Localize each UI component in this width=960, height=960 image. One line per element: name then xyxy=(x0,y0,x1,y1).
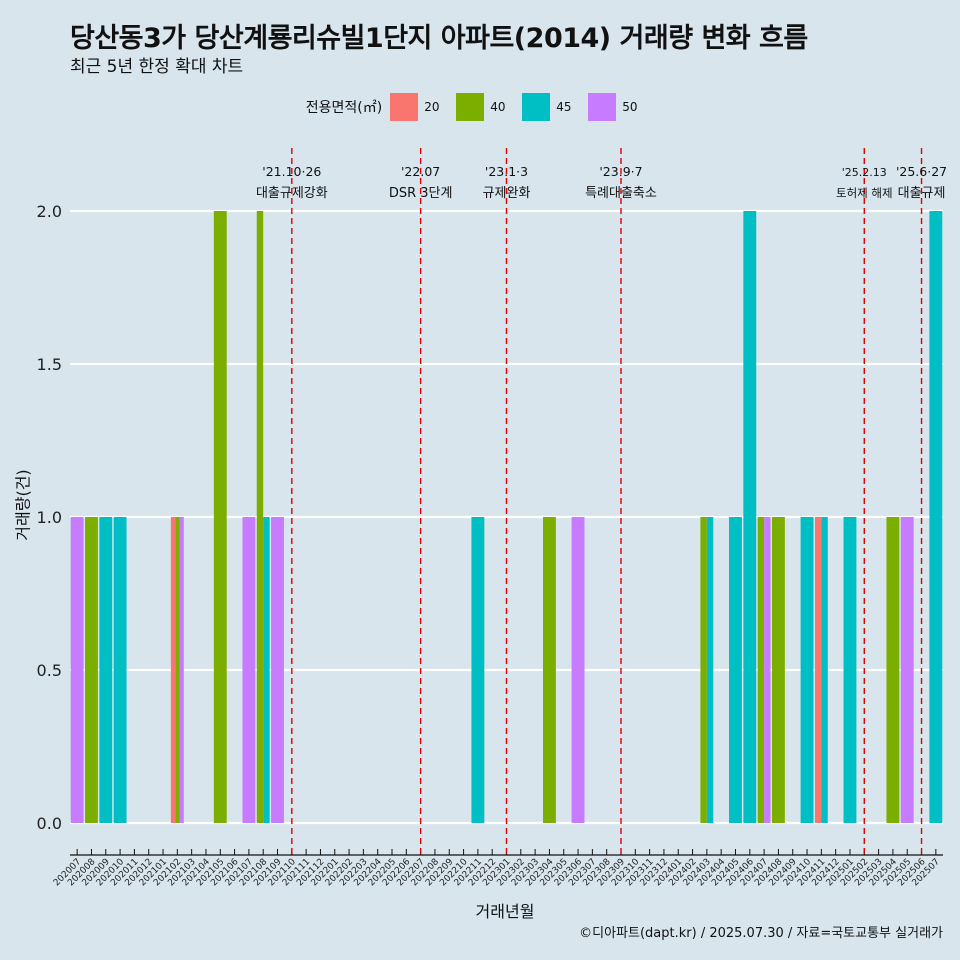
legend-item-50: 50 xyxy=(588,93,650,121)
annotation-label: 토허제 해제 xyxy=(836,186,893,200)
bar-45-202411 xyxy=(821,517,828,823)
bar-50-202007 xyxy=(70,517,84,823)
legend-swatch-20 xyxy=(390,93,419,121)
legend-swatch-40 xyxy=(456,93,485,121)
legend-item-20: 20 xyxy=(390,93,452,121)
bar-45-202410 xyxy=(800,517,814,823)
y-tick-label: 0.5 xyxy=(37,661,62,680)
bar-40-202408 xyxy=(771,517,785,823)
annotation-date: '21.10·26 xyxy=(262,164,321,179)
bar-45-202211 xyxy=(471,517,485,823)
legend-label-45: 45 xyxy=(556,100,572,114)
annotation-date: '25.2.13 xyxy=(842,166,887,179)
bar-45-202403 xyxy=(706,517,714,823)
y-tick-label: 1.5 xyxy=(37,355,62,374)
legend-swatch-45 xyxy=(522,93,551,121)
annotation-date: '23.9·7 xyxy=(599,164,642,179)
chart-title: 당산동3가 당산계룡리슈빌1단지 아파트(2014) 거래량 변화 흐름 xyxy=(70,23,808,54)
legend-swatch-50 xyxy=(588,93,617,121)
bar-40-202105 xyxy=(213,211,227,823)
bar-50-202407 xyxy=(764,517,771,823)
chart-subtitle: 최근 5년 한정 확대 차트 xyxy=(70,57,244,77)
bar-40-202504 xyxy=(886,517,900,823)
source-caption: ©디아파트(dapt.kr) / 2025.07.30 / 자료=국토교통부 실… xyxy=(579,926,943,941)
bar-50-202505 xyxy=(900,517,914,823)
bar-45-202405 xyxy=(729,517,742,823)
annotation-date: '23.1·3 xyxy=(485,164,528,179)
bar-20-202102 xyxy=(170,517,176,823)
bar-45-202501 xyxy=(843,517,857,823)
annotation-date: '22.07 xyxy=(401,164,440,179)
bar-40-202102 xyxy=(175,517,180,823)
legend-label-40: 40 xyxy=(490,100,506,114)
legend: 전용면적(㎡) 20 40 45 50 xyxy=(0,92,960,122)
legend-label-50: 50 xyxy=(622,100,638,114)
annotation-label: 대출규제 xyxy=(898,186,946,201)
bar-20-202411 xyxy=(814,517,822,823)
x-axis-label: 거래년월 xyxy=(475,902,535,921)
legend-label-20: 20 xyxy=(424,100,440,114)
bar-50-202102 xyxy=(179,517,184,823)
y-tick-label: 1.0 xyxy=(37,508,62,527)
bar-45-202507 xyxy=(929,211,943,823)
legend-item-45: 45 xyxy=(522,93,584,121)
annotation-label: 특례대출축소 xyxy=(585,186,657,201)
bar-50-202306 xyxy=(571,517,585,823)
annotation-date: '25.6·27 xyxy=(896,164,947,179)
y-tick-label: 0.0 xyxy=(37,814,62,833)
bar-45-202010 xyxy=(113,517,127,823)
bar-50-202109 xyxy=(271,517,284,823)
bar-40-202008 xyxy=(85,517,98,823)
bar-40-202407 xyxy=(757,517,765,823)
bar-45-202009 xyxy=(99,517,113,823)
bar-40-202304 xyxy=(542,517,556,823)
bar-45-202108 xyxy=(263,517,270,823)
bar-45-202406 xyxy=(743,211,757,823)
legend-title: 전용면적(㎡) xyxy=(305,100,383,116)
annotation-label: 규제완화 xyxy=(483,186,531,201)
annotation-label: DSR 3단계 xyxy=(389,186,453,201)
bar-40-202403 xyxy=(700,517,707,823)
y-axis-label: 거래량(건) xyxy=(13,469,33,541)
y-tick-label: 2.0 xyxy=(37,202,62,221)
annotation-label: 대출규제강화 xyxy=(256,186,328,201)
bar-50-202107 xyxy=(242,517,256,823)
legend-item-40: 40 xyxy=(456,93,518,121)
bar-40-202108 xyxy=(256,211,264,823)
